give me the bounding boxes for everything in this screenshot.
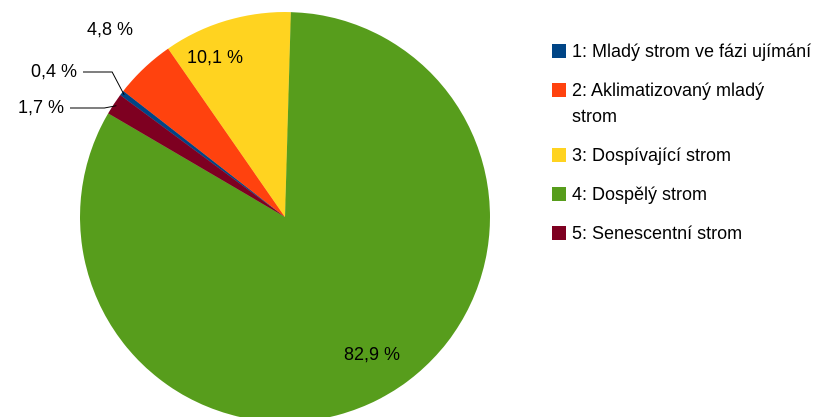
legend-item: 4: Dospělý strom [552,181,814,207]
legend-label: 4: Dospělý strom [572,184,708,204]
leader-line [83,71,125,96]
legend-label: 2: Aklimatizovaný mladý strom [572,80,765,126]
legend-swatch [552,187,566,201]
pie-slice [168,12,291,218]
legend-item: 2: Aklimatizovaný mladý strom [552,77,814,129]
legend-item: 5: Senescentní strom [552,220,814,246]
legend-swatch [552,226,566,240]
pie-slice [108,95,285,217]
pie-slice [123,48,285,218]
data-label: 10,1 % [187,47,243,67]
leader-line [70,105,117,109]
legend-swatch [552,44,566,58]
legend-swatch [552,148,566,162]
data-label: 82,9 % [344,344,400,364]
legend: 1: Mladý strom ve fázi ujímání 2: Aklimat… [552,38,814,259]
pie-slice [80,12,490,417]
pie-slice [120,90,285,217]
data-label: 0,4 % [31,61,77,81]
data-label: 4,8 % [87,19,133,39]
data-label: 1,7 % [18,97,64,117]
legend-label: 5: Senescentní strom [572,223,743,243]
legend-label: 3: Dospívající strom [572,145,732,165]
legend-item: 1: Mladý strom ve fázi ujímání [552,38,814,64]
legend-label: 1: Mladý strom ve fázi ujímání [572,41,812,61]
legend-swatch [552,83,566,97]
legend-item: 3: Dospívající strom [552,142,814,168]
